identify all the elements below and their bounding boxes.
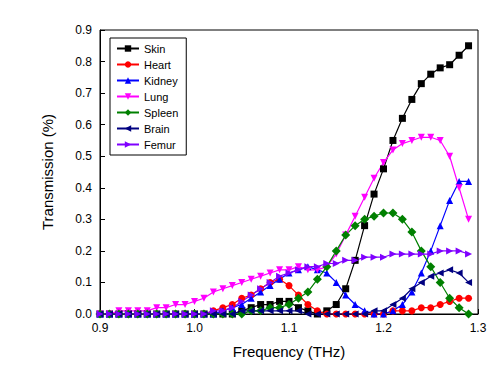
svg-text:0.9: 0.9	[75, 23, 92, 37]
svg-text:0.0: 0.0	[75, 307, 92, 321]
svg-text:0.4: 0.4	[75, 181, 92, 195]
svg-text:Skin: Skin	[144, 43, 165, 55]
svg-text:Brain: Brain	[144, 123, 170, 135]
svg-text:0.6: 0.6	[75, 118, 92, 132]
svg-text:1.0: 1.0	[186, 321, 203, 335]
svg-text:0.3: 0.3	[75, 212, 92, 226]
svg-text:Heart: Heart	[144, 59, 171, 71]
svg-text:1.3: 1.3	[470, 321, 487, 335]
svg-text:0.2: 0.2	[75, 244, 92, 258]
svg-text:Spleen: Spleen	[144, 107, 178, 119]
svg-text:0.8: 0.8	[75, 55, 92, 69]
svg-text:Kidney: Kidney	[144, 75, 178, 87]
svg-text:1.2: 1.2	[375, 321, 392, 335]
svg-text:0.5: 0.5	[75, 149, 92, 163]
svg-text:0.9: 0.9	[92, 321, 109, 335]
svg-text:Frequency (THz): Frequency (THz)	[233, 343, 346, 360]
svg-text:0.1: 0.1	[75, 275, 92, 289]
svg-text:Transmission (%): Transmission (%)	[39, 114, 56, 230]
svg-text:Femur: Femur	[144, 139, 176, 151]
svg-text:Lung: Lung	[144, 91, 168, 103]
svg-text:1.1: 1.1	[281, 321, 298, 335]
svg-text:0.7: 0.7	[75, 86, 92, 100]
